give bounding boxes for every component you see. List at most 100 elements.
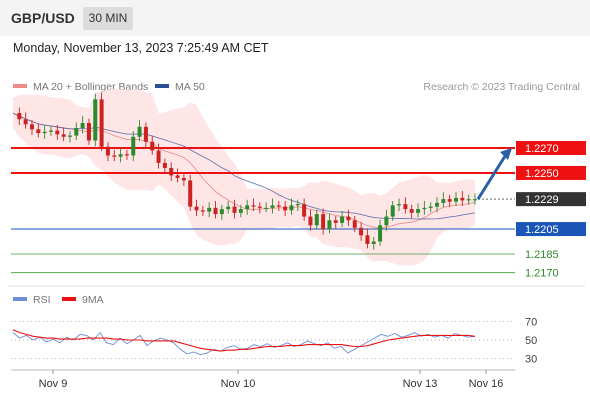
candle-body xyxy=(143,126,148,142)
candle-body xyxy=(333,220,338,223)
candle-body xyxy=(55,130,60,135)
resistance-tag xyxy=(516,165,586,180)
candle-body xyxy=(213,207,218,215)
candle-body xyxy=(207,207,212,212)
candle-body xyxy=(359,227,364,236)
candle-body xyxy=(295,204,300,206)
ma9-line xyxy=(12,329,476,352)
candle-body xyxy=(194,206,199,211)
candle-body xyxy=(308,216,313,226)
ma50-legend-label: MA 50 xyxy=(175,81,205,93)
candle-body xyxy=(245,205,250,210)
resistance-tag-text: 1.2270 xyxy=(525,143,559,155)
candle-body xyxy=(403,204,408,210)
rsi-tick-label: 50 xyxy=(525,335,537,347)
candle-body xyxy=(181,177,186,181)
rsi-tick-label: 70 xyxy=(525,317,537,329)
candle-body xyxy=(112,155,117,157)
candle-body xyxy=(169,167,174,176)
candle-body xyxy=(48,130,53,132)
ma50-legend-swatch xyxy=(155,84,169,88)
candle-body xyxy=(270,205,275,208)
credit-label: Research © 2023 Trading Central xyxy=(423,81,580,93)
candle-body xyxy=(340,216,345,223)
candle-body xyxy=(251,205,256,207)
candle-body xyxy=(302,204,307,217)
rsi-legend-swatch xyxy=(13,297,27,301)
candle-body xyxy=(397,204,402,206)
x-tick-label: Nov 16 xyxy=(469,378,504,390)
bollinger-band-layer xyxy=(12,88,476,266)
candle-body xyxy=(460,197,465,201)
candles-layer xyxy=(17,92,477,250)
candle-body xyxy=(473,199,477,201)
ma20-legend-swatch xyxy=(13,84,27,88)
candle-body xyxy=(29,124,34,130)
candle-body xyxy=(150,141,155,151)
candle-body xyxy=(124,154,129,156)
candle-body xyxy=(137,126,142,137)
candle-body xyxy=(17,113,22,120)
candle-body xyxy=(409,209,414,213)
candle-body xyxy=(67,135,72,137)
support-tag xyxy=(516,222,586,237)
current-price-tag-text: 1.2229 xyxy=(525,194,559,206)
x-tick-label: Nov 13 xyxy=(403,378,438,390)
candle-body xyxy=(219,209,224,215)
candle-body xyxy=(264,207,269,210)
candle-body xyxy=(384,216,389,226)
candle-body xyxy=(378,225,383,242)
rsi-tick-label: 30 xyxy=(525,354,537,366)
extra-support-label: 1.2170 xyxy=(525,268,559,280)
candle-body xyxy=(188,180,193,207)
candle-body xyxy=(238,209,243,213)
candle-body xyxy=(276,205,281,207)
forecast-arrow-shaft xyxy=(476,152,509,200)
candle-body xyxy=(86,123,91,141)
candle-body xyxy=(352,220,357,228)
x-axis: Nov 9 Nov 10 Nov 13 Nov 16 xyxy=(39,370,504,390)
candle-body xyxy=(435,202,440,207)
candle-body xyxy=(80,123,85,129)
symbol-label: GBP/USD xyxy=(11,10,75,26)
extra-support-label: 1.2185 xyxy=(525,249,559,261)
candle-body xyxy=(365,235,370,245)
ma9-legend-label: 9MA xyxy=(82,294,104,306)
x-tick-label: Nov 9 xyxy=(39,378,68,390)
candle-body xyxy=(416,209,421,213)
candle-body xyxy=(74,128,79,136)
candle-body xyxy=(441,199,446,203)
candle-body xyxy=(454,197,459,202)
candle-body xyxy=(200,210,205,212)
top-bar: GBP/USD 30 MIN xyxy=(0,0,590,36)
candle-body xyxy=(23,119,28,125)
candle-body xyxy=(390,205,395,217)
forecast-arrow-head xyxy=(500,148,512,160)
level-lines-layer xyxy=(11,147,515,274)
candle-body xyxy=(42,131,47,134)
candle-body xyxy=(346,216,351,221)
support-tag-text: 1.2205 xyxy=(525,224,559,236)
candle-body xyxy=(447,199,452,202)
candle-body xyxy=(175,175,180,178)
ma9-legend-swatch xyxy=(62,297,76,301)
candle-body xyxy=(226,206,231,210)
rsi-legend-label: RSI xyxy=(33,294,51,306)
resistance-tag xyxy=(516,141,586,155)
candle-body xyxy=(257,206,262,208)
candle-body xyxy=(232,206,237,213)
resistance-tag-text: 1.2250 xyxy=(525,168,559,180)
candle-body xyxy=(118,154,123,157)
candle-body xyxy=(131,136,136,156)
candle-body xyxy=(371,241,376,245)
candle-body xyxy=(422,207,427,210)
candle-body xyxy=(289,205,294,211)
current-price-tag xyxy=(516,192,586,207)
level-tags-layer: 1.2270 1.2250 1.2229 1.2205 1.2185 1.2170 xyxy=(476,141,586,280)
candle-body xyxy=(283,206,288,211)
candle-body xyxy=(93,99,98,141)
x-tick-label: Nov 10 xyxy=(221,378,256,390)
timeframe-button[interactable]: 30 MIN xyxy=(83,7,133,30)
candle-body xyxy=(162,162,167,168)
